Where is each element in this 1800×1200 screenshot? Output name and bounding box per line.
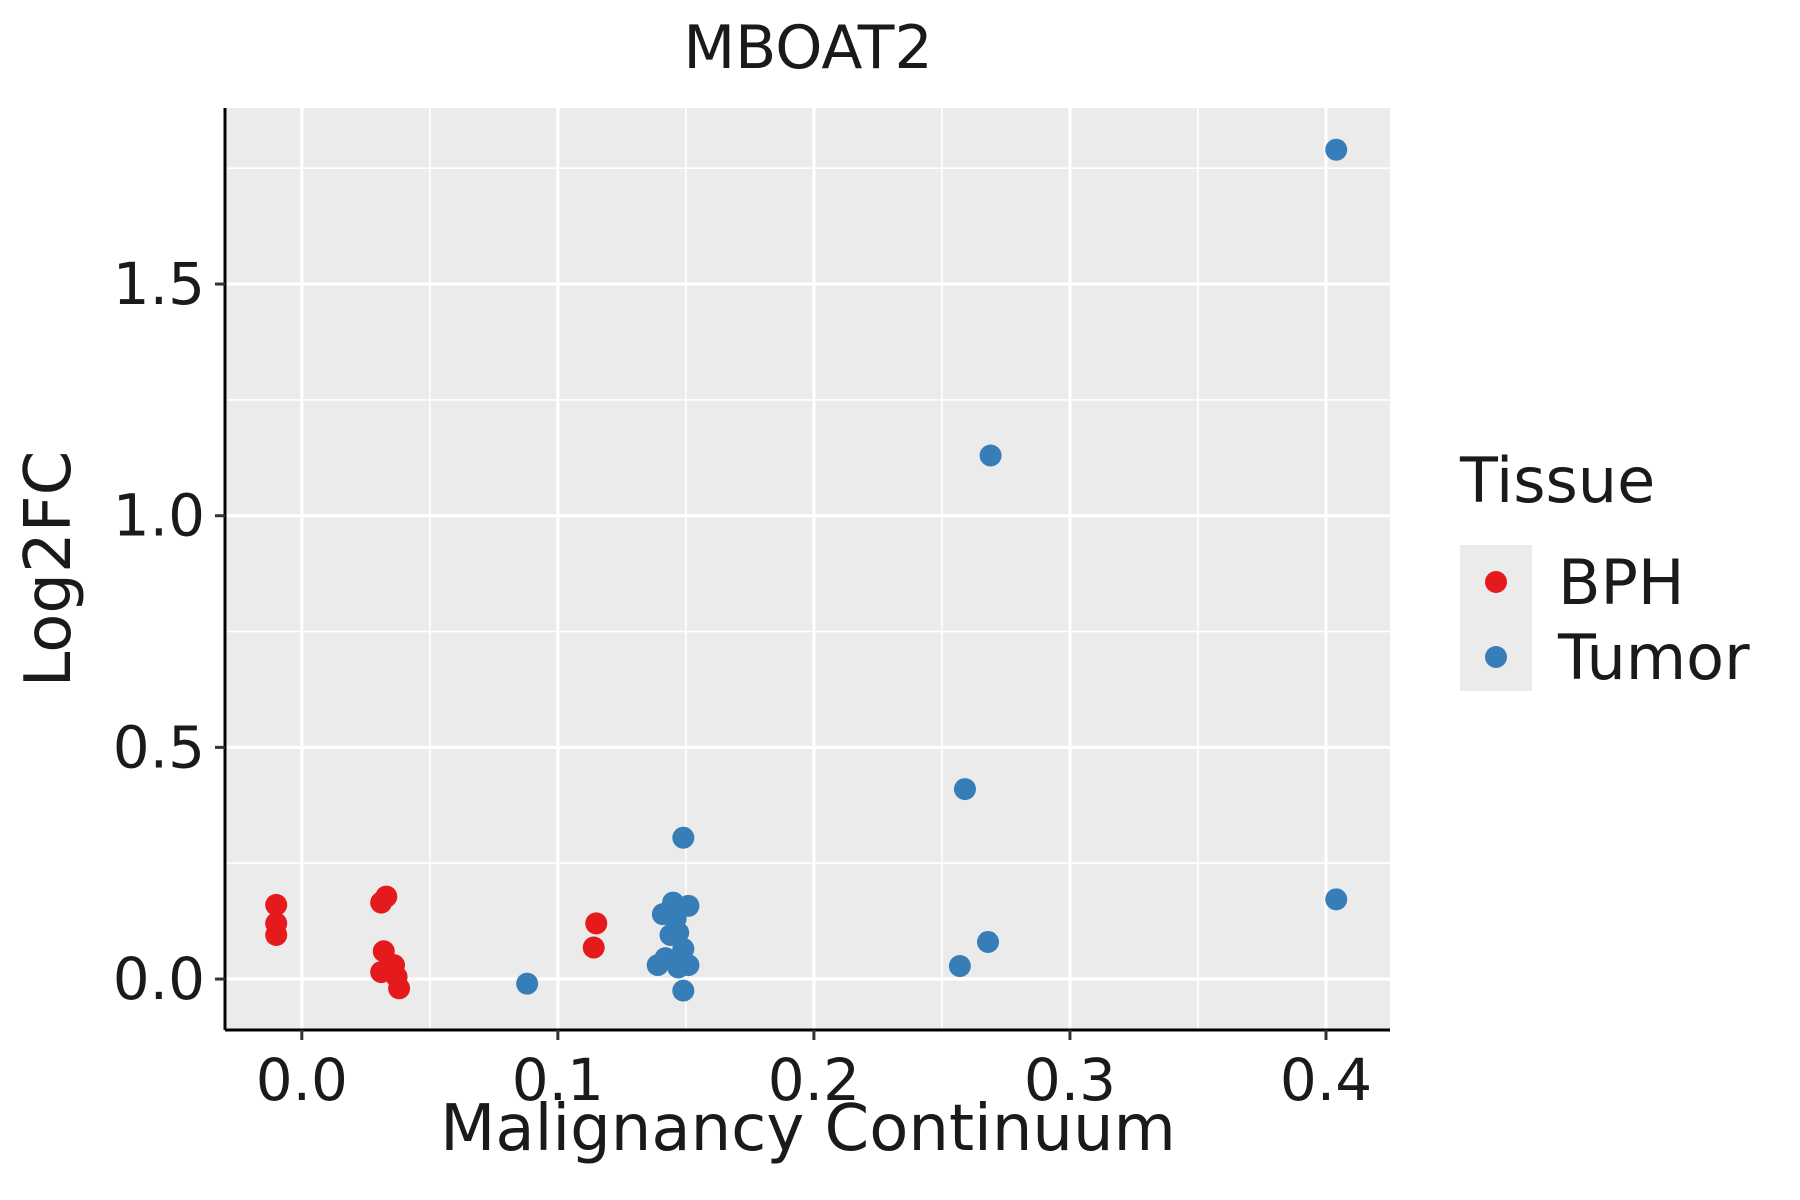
panel-background: [225, 108, 1390, 1030]
y-tick-label: 0.5: [113, 713, 205, 781]
point-bph: [585, 912, 608, 935]
legend-label-tumor: Tumor: [1557, 621, 1750, 694]
point-tumor: [948, 955, 971, 978]
point-tumor: [672, 979, 695, 1002]
legend-key-bph: [1485, 571, 1507, 593]
x-tick-label: 0.0: [256, 1046, 348, 1114]
point-tumor: [1325, 138, 1348, 161]
point-tumor: [953, 778, 976, 801]
data-points: [265, 138, 1348, 1002]
legend-title: Tissue: [1459, 444, 1655, 517]
chart-title: MBOAT2: [683, 13, 932, 83]
point-tumor: [979, 444, 1002, 467]
x-axis-ticks: 0.0 0.1 0.2 0.3 0.4: [256, 1030, 1372, 1114]
point-bph: [265, 924, 288, 947]
x-tick-label: 0.4: [1280, 1046, 1372, 1114]
y-axis-ticks: 0.0 0.5 1.0 1.5: [113, 250, 225, 1013]
point-tumor: [1325, 888, 1348, 911]
major-grid: [225, 108, 1390, 1030]
legend-key-background: [1460, 545, 1532, 691]
point-tumor: [667, 956, 690, 979]
x-axis-label: Malignancy Continuum: [440, 1092, 1176, 1166]
y-tick-label: 0.0: [113, 945, 205, 1013]
point-bph: [388, 977, 411, 1000]
legend-label-bph: BPH: [1558, 546, 1685, 619]
legend-key-tumor: [1485, 646, 1507, 668]
y-tick-label: 1.0: [113, 482, 205, 550]
point-tumor: [646, 954, 669, 977]
x-tick-label: 0.1: [512, 1046, 604, 1114]
x-tick-label: 0.3: [1024, 1046, 1116, 1114]
minor-grid: [225, 108, 1390, 1030]
point-tumor: [672, 826, 695, 849]
y-tick-label: 1.5: [113, 250, 205, 318]
point-bph: [265, 893, 288, 916]
point-tumor: [977, 930, 1000, 953]
x-tick-label: 0.2: [768, 1046, 860, 1114]
point-bph: [375, 885, 398, 908]
point-bph: [582, 936, 605, 959]
y-axis-label: Log2FC: [12, 451, 86, 688]
point-tumor: [516, 972, 539, 995]
